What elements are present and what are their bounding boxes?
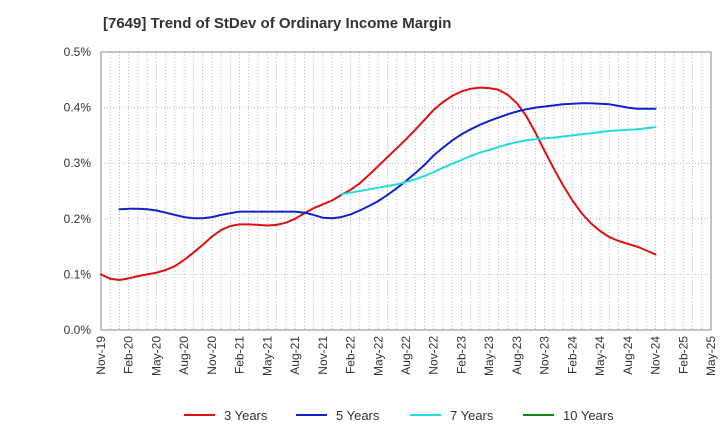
y-tick-label: 0.1%	[64, 267, 92, 281]
y-tick-label: 0.2%	[64, 212, 92, 226]
x-tick-label: Feb-20	[122, 336, 136, 374]
x-tick-label: Feb-23	[454, 336, 468, 374]
y-axis-labels: 0.0% 0.1% 0.2% 0.3% 0.4% 0.5%	[64, 45, 92, 337]
x-tick-label: Feb-25	[676, 336, 690, 374]
x-tick-label: Feb-21	[233, 336, 247, 374]
x-tick-label: Aug-23	[510, 336, 524, 375]
plot-area-frame	[100, 51, 712, 331]
legend-10-years-label: 10 Years	[563, 408, 614, 423]
y-tick-label: 0.3%	[64, 156, 92, 170]
series-line-7-years	[340, 126, 657, 196]
legend-5-years-label: 5 Years	[336, 408, 380, 423]
x-tick-label: Aug-22	[399, 336, 413, 375]
x-tick-label: May-25	[704, 336, 718, 376]
x-tick-label: Aug-24	[621, 336, 635, 375]
x-tick-label: May-20	[149, 336, 163, 376]
x-tick-label: Aug-20	[177, 336, 191, 375]
x-tick-label: May-23	[482, 336, 496, 376]
x-tick-label: Nov-24	[649, 336, 663, 375]
x-tick-label: Nov-23	[538, 336, 552, 375]
legend-7-years-label: 7 Years	[450, 408, 494, 423]
grid-lines	[101, 52, 711, 330]
legend: 3 Years 5 Years 7 Years 10 Years	[184, 408, 614, 423]
x-tick-label: Feb-24	[565, 336, 579, 374]
x-tick-label: May-21	[260, 336, 274, 376]
y-tick-label: 0.0%	[64, 323, 92, 337]
chart-title: [7649] Trend of StDev of Ordinary Income…	[103, 15, 452, 32]
legend-3-years-label: 3 Years	[224, 408, 268, 423]
x-tick-label: Nov-20	[205, 336, 219, 375]
series-lines	[100, 86, 657, 281]
x-tick-label: Nov-19	[94, 336, 108, 375]
y-tick-label: 0.4%	[64, 101, 92, 115]
x-tick-label: May-24	[593, 336, 607, 376]
x-tick-label: Nov-22	[427, 336, 441, 375]
series-line-3-years	[100, 86, 657, 281]
x-tick-label: May-22	[371, 336, 385, 376]
x-tick-label: Nov-21	[316, 336, 330, 375]
x-tick-label: Feb-22	[344, 336, 358, 374]
x-tick-label: Aug-21	[288, 336, 302, 375]
x-axis-labels: Nov-19 Feb-20 May-20 Aug-20 Nov-20 Feb-21 May-…	[94, 336, 718, 376]
series-line-5-years	[118, 102, 657, 220]
y-tick-label: 0.5%	[64, 45, 92, 59]
